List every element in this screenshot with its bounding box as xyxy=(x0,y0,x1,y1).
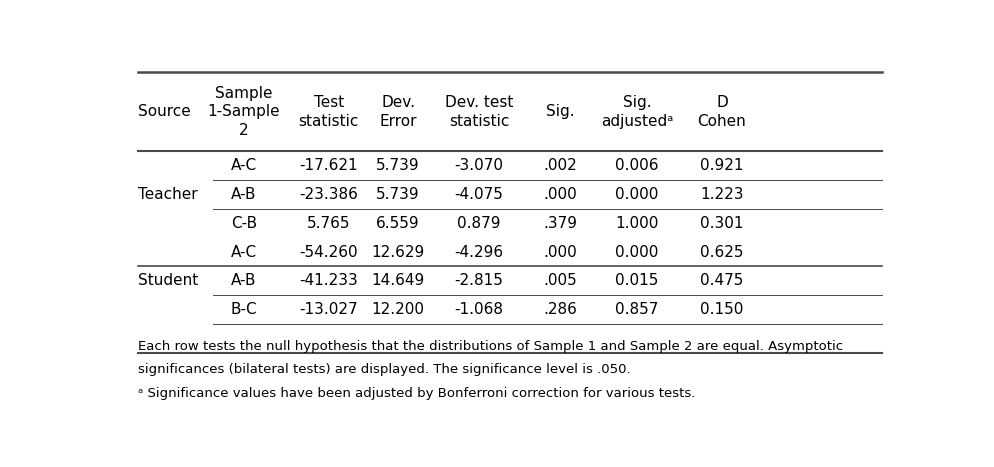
Text: A-C: A-C xyxy=(231,245,256,260)
Text: -4.075: -4.075 xyxy=(454,187,503,202)
Text: 0.150: 0.150 xyxy=(700,302,743,317)
Text: 5.739: 5.739 xyxy=(376,158,419,173)
Text: 0.000: 0.000 xyxy=(615,187,658,202)
Text: .002: .002 xyxy=(543,158,577,173)
Text: ᵃ Significance values have been adjusted by Bonferroni correction for various te: ᵃ Significance values have been adjusted… xyxy=(138,387,695,400)
Text: 12.629: 12.629 xyxy=(371,245,424,260)
Text: 1.223: 1.223 xyxy=(700,187,743,202)
Text: significances (bilateral tests) are displayed. The significance level is .050.: significances (bilateral tests) are disp… xyxy=(138,363,630,376)
Text: 14.649: 14.649 xyxy=(371,273,424,288)
Text: A-C: A-C xyxy=(231,158,256,173)
Text: .286: .286 xyxy=(543,302,577,317)
Text: .000: .000 xyxy=(543,187,577,202)
Text: -23.386: -23.386 xyxy=(299,187,358,202)
Text: .000: .000 xyxy=(543,245,577,260)
Text: 0.475: 0.475 xyxy=(700,273,743,288)
Text: -17.621: -17.621 xyxy=(299,158,358,173)
Text: -2.815: -2.815 xyxy=(454,273,503,288)
Text: Dev.
Error: Dev. Error xyxy=(379,95,416,128)
Text: 0.921: 0.921 xyxy=(700,158,743,173)
Text: -54.260: -54.260 xyxy=(299,245,358,260)
Text: Sample
1-Sample
2: Sample 1-Sample 2 xyxy=(208,85,280,138)
Text: B-C: B-C xyxy=(231,302,257,317)
Text: Test
statistic: Test statistic xyxy=(298,95,359,128)
Text: -41.233: -41.233 xyxy=(299,273,358,288)
Text: 6.559: 6.559 xyxy=(376,216,419,231)
Text: Each row tests the null hypothesis that the distributions of Sample 1 and Sample: Each row tests the null hypothesis that … xyxy=(138,340,843,353)
Text: 0.301: 0.301 xyxy=(700,216,743,231)
Text: -4.296: -4.296 xyxy=(454,245,503,260)
Text: A-B: A-B xyxy=(231,187,256,202)
Text: A-B: A-B xyxy=(231,273,256,288)
Text: 0.625: 0.625 xyxy=(700,245,743,260)
Text: Sig.
adjustedᵃ: Sig. adjustedᵃ xyxy=(600,95,673,128)
Text: -1.068: -1.068 xyxy=(454,302,503,317)
Text: Teacher: Teacher xyxy=(138,187,198,202)
Text: 0.857: 0.857 xyxy=(615,302,658,317)
Text: Source: Source xyxy=(138,104,191,119)
Text: 1.000: 1.000 xyxy=(615,216,658,231)
Text: -3.070: -3.070 xyxy=(454,158,503,173)
Text: C-B: C-B xyxy=(231,216,256,231)
Text: Student: Student xyxy=(138,273,199,288)
Text: 0.015: 0.015 xyxy=(615,273,658,288)
Text: 5.765: 5.765 xyxy=(307,216,350,231)
Text: 12.200: 12.200 xyxy=(371,302,424,317)
Text: Sig.: Sig. xyxy=(545,104,574,119)
Text: .379: .379 xyxy=(543,216,577,231)
Text: D
Cohen: D Cohen xyxy=(697,95,746,128)
Text: -13.027: -13.027 xyxy=(299,302,358,317)
Text: 0.006: 0.006 xyxy=(615,158,658,173)
Text: Dev. test
statistic: Dev. test statistic xyxy=(444,95,513,128)
Text: .005: .005 xyxy=(543,273,577,288)
Text: 0.000: 0.000 xyxy=(615,245,658,260)
Text: 0.879: 0.879 xyxy=(457,216,500,231)
Text: 5.739: 5.739 xyxy=(376,187,419,202)
